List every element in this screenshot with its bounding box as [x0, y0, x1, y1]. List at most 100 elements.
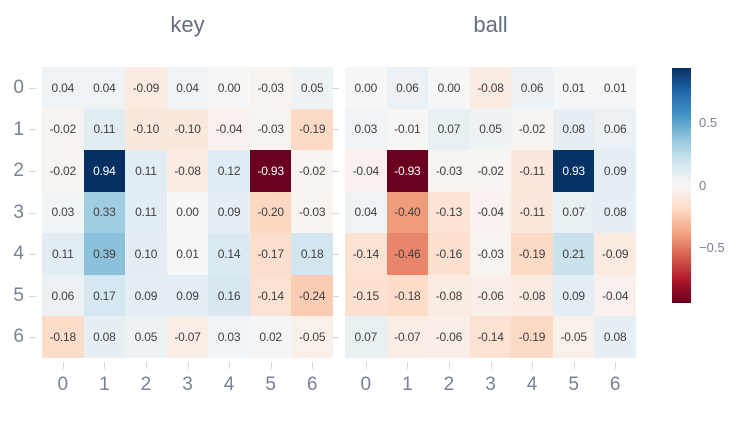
heatmap-cell: -0.14: [469, 316, 512, 358]
y-tick-mark: [332, 337, 339, 338]
heatmap-cell: 0.94: [83, 150, 126, 192]
y-tick-label: 1: [13, 119, 24, 140]
heatmap-cell: 0.21: [552, 233, 595, 275]
heatmap-cell: 0.16: [208, 274, 250, 317]
heatmap-cell: 0.05: [291, 67, 333, 109]
heatmap-cell: -0.04: [345, 150, 387, 192]
x-tick-label: 2: [443, 374, 455, 395]
x-tick-label: 6: [609, 374, 621, 395]
heatmap-cell: 0.11: [125, 191, 167, 234]
heatmap-cell: -0.93: [249, 150, 292, 192]
heatmap-cell: -0.18: [42, 316, 84, 358]
heatmap-cell: 0.02: [249, 316, 292, 358]
x-tick-label: 3: [485, 374, 496, 395]
heatmap-cell: -0.11: [511, 191, 553, 234]
x-tick-mark: [407, 362, 408, 369]
heatmap-cell: -0.08: [428, 274, 470, 317]
heatmap-cell: 0.01: [594, 67, 636, 109]
heatmap-cell: -0.19: [511, 233, 553, 275]
y-tick-label: 4: [13, 243, 24, 264]
heatmap-cell: 0.09: [208, 191, 250, 234]
heatmap-cell: 0.06: [511, 67, 553, 109]
heatmap-cell: -0.20: [249, 191, 292, 234]
heatmap-cell: -0.07: [386, 316, 429, 358]
heatmap-cell: -0.06: [428, 316, 470, 358]
heatmap-cell: 0.18: [291, 233, 333, 275]
heatmap-cell: -0.04: [208, 108, 250, 151]
heatmap-cell: -0.19: [511, 316, 553, 358]
heatmap-cell: -0.03: [291, 191, 333, 234]
heatmap-cell: -0.93: [386, 150, 429, 192]
x-tick-mark: [188, 362, 189, 369]
heatmap-cell: 0.11: [125, 150, 167, 192]
heatmap-cell: 0.33: [83, 191, 126, 234]
heatmap-cell: -0.02: [511, 108, 553, 151]
y-tick-mark: [29, 254, 36, 255]
heatmap-cell: -0.02: [42, 108, 84, 151]
heatmap-cell: 0.07: [428, 108, 470, 151]
panel-title-ball: ball: [473, 12, 508, 37]
x-tick-label: 0: [57, 374, 69, 395]
heatmap-cell: 0.00: [345, 67, 387, 109]
x-tick-label: 6: [306, 374, 318, 395]
x-tick-label: 5: [265, 374, 276, 395]
heatmap-cell: 0.00: [428, 67, 470, 109]
heatmap-cell: 0.07: [345, 316, 387, 358]
x-tick-mark: [63, 362, 64, 369]
x-tick-mark: [366, 362, 367, 369]
y-tick-label: 0: [13, 77, 24, 98]
x-tick-label: 2: [140, 374, 152, 395]
heatmap-cell: -0.08: [511, 274, 553, 317]
heatmap-grid-key: 0.04 0.04 -0.09 0.04 0.00 -0.03 0.05 -0.02 0.11-…: [42, 67, 333, 358]
heatmap-cell: -0.08: [166, 150, 209, 192]
heatmap-cell: 0.17: [83, 274, 126, 317]
y-tick-mark: [29, 88, 36, 89]
x-axis-tick-labels-ball: 0 1 2 3 4 5 6: [345, 374, 636, 396]
heatmap-cell: 0.08: [83, 316, 126, 358]
x-tick-label: 1: [99, 374, 110, 395]
heatmap-cell: 0.12: [208, 150, 250, 192]
heatmap-cell: 0.03: [345, 108, 387, 151]
heatmap-cell: -0.02: [291, 150, 333, 192]
colorbar-tick-label: 0: [699, 178, 707, 193]
heatmap-cell: 0.04: [345, 191, 387, 234]
x-tick-mark: [104, 362, 105, 369]
heatmap-cell: -0.14: [345, 233, 387, 275]
heatmap-cell: 0.93: [552, 150, 595, 192]
heatmap-cell: -0.16: [428, 233, 470, 275]
x-tick-mark: [449, 362, 450, 369]
heatmap-cell: -0.07: [166, 316, 209, 358]
heatmap-cell: -0.11: [511, 150, 553, 192]
x-tick-label: 0: [360, 374, 372, 395]
x-tick-label: 4: [223, 374, 235, 395]
heatmap-cell: -0.14: [249, 274, 292, 317]
y-tick-mark: [332, 213, 339, 214]
heatmap-cell: 0.11: [83, 108, 126, 151]
x-tick-mark: [229, 362, 230, 369]
heatmap-cell: 0.09: [594, 150, 636, 192]
heatmap-cell: -0.04: [594, 274, 636, 317]
heatmap-cell: -0.15: [345, 274, 387, 317]
y-tick-label: 3: [13, 202, 24, 223]
y-tick-mark: [29, 337, 36, 338]
heatmap-cell: -0.24: [291, 274, 333, 317]
heatmap-cell: -0.09: [594, 233, 636, 275]
heatmap-cell: -0.05: [552, 316, 595, 358]
heatmap-cell: -0.17: [249, 233, 292, 275]
heatmap-cell: 0.05: [469, 108, 512, 151]
x-tick-mark: [312, 362, 313, 369]
x-tick-label: 1: [402, 374, 413, 395]
heatmap-cell: 0.04: [42, 67, 84, 109]
heatmap-cell: -0.08: [469, 67, 512, 109]
x-tick-mark: [271, 362, 272, 369]
heatmap-cell: -0.06: [469, 274, 512, 317]
heatmap-cell: 0.06: [386, 67, 429, 109]
heatmap-cell: -0.18: [386, 274, 429, 317]
colorbar-tick-label: −0.5: [699, 240, 725, 255]
x-tick-label: 4: [526, 374, 538, 395]
heatmap-cell: -0.09: [125, 67, 167, 109]
x-tick-mark: [146, 362, 147, 369]
y-tick-mark: [332, 254, 339, 255]
heatmap-cell: 0.08: [552, 108, 595, 151]
